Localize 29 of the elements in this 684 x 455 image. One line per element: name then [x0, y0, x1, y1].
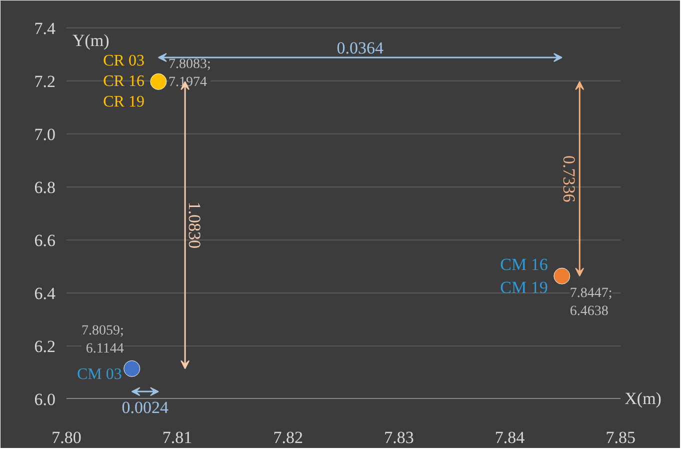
y-tick-label: 6.8 [34, 178, 56, 197]
annotation: 7.8083; 7.1974 [168, 57, 211, 90]
y-tick-label: 7.4 [34, 18, 56, 38]
x-tick-label: 7.81 [162, 428, 192, 447]
annotation: CR 03 CR 16 CR 19 [103, 52, 144, 111]
x-tick-label: 7.82 [273, 428, 303, 447]
y-tick-label: 6.4 [34, 284, 56, 303]
point [150, 73, 167, 90]
y-tick-label: 6.2 [34, 336, 56, 356]
annotation: 0.0364 [336, 38, 384, 58]
annotation: 7.8447; 6.4638 [570, 286, 612, 320]
x-tick-label: 7.83 [384, 428, 414, 447]
x-tick-label: 7.80 [52, 428, 82, 447]
x-axis-title: X(m) [624, 388, 662, 408]
annotation: 0.0024 [122, 398, 170, 417]
point [124, 360, 140, 377]
annotation: CM 03 [76, 366, 122, 384]
annotation: 0.7336 [560, 155, 579, 202]
annotation: CM 16 CM 19 [500, 255, 548, 297]
annotation: 1.0830 [185, 202, 204, 249]
y-axis-title: Y(m) [72, 30, 110, 50]
y-tick-label: 7.0 [34, 124, 56, 144]
annotation: 7.8059; 6.1144 [81, 324, 124, 357]
point [554, 268, 570, 284]
y-tick-label: 6.0 [34, 390, 56, 409]
x-tick-label: 7.85 [606, 428, 636, 447]
y-tick-label: 7.2 [34, 72, 56, 91]
y-tick-label: 6.6 [34, 230, 56, 250]
x-tick-label: 7.84 [494, 428, 526, 447]
